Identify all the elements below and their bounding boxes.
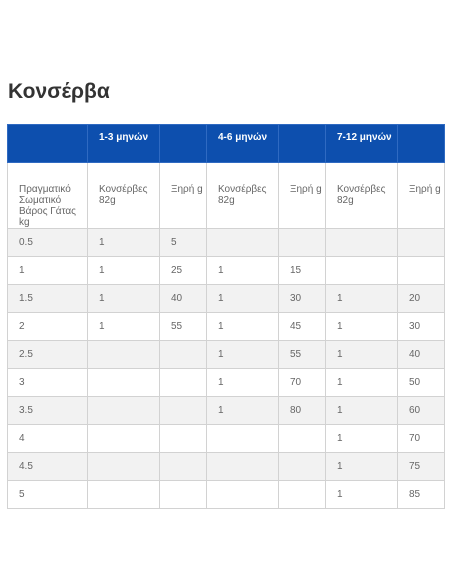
cans-4-6-cell [206,424,279,453]
cans-4-6-cell [206,480,279,509]
cans-7-12-cell: 1 [325,312,398,341]
column-label-cans: Κονσέρβες 82g [87,162,160,229]
dry-1-3-cell: 25 [159,256,207,285]
cans-7-12-cell [325,228,398,257]
cans-4-6-cell: 1 [206,396,279,425]
cans-1-3-cell [87,368,160,397]
dry-4-6-cell: 55 [278,340,326,369]
cans-1-3-cell: 1 [87,312,160,341]
cans-7-12-cell [325,256,398,285]
cans-4-6-cell: 1 [206,284,279,313]
cans-4-6-cell [206,228,279,257]
dry-7-12-cell [397,256,445,285]
cans-7-12-cell: 1 [325,340,398,369]
cans-4-6-cell [206,452,279,481]
header-cell-age-1-3: 1-3 μηνών [87,124,160,163]
table-row: 4.5 1 75 [7,452,445,481]
dry-7-12-cell: 85 [397,480,445,509]
dry-1-3-cell [159,480,207,509]
dry-4-6-cell: 45 [278,312,326,341]
weight-cell: 0.5 [7,228,88,257]
dry-7-12-cell: 60 [397,396,445,425]
cans-1-3-cell: 1 [87,228,160,257]
dry-1-3-cell [159,396,207,425]
cans-1-3-cell [87,396,160,425]
cans-4-6-cell: 1 [206,368,279,397]
header-cell-age-4-6: 4-6 μηνών [206,124,279,163]
cans-7-12-cell: 1 [325,368,398,397]
table-row: 4 1 70 [7,424,445,453]
weight-cell: 3.5 [7,396,88,425]
weight-cell: 2 [7,312,88,341]
cans-1-3-cell [87,424,160,453]
dry-1-3-cell [159,368,207,397]
cans-4-6-cell: 1 [206,340,279,369]
cans-7-12-cell: 1 [325,480,398,509]
dry-1-3-cell [159,340,207,369]
table-row: 3.5 1 80 1 60 [7,396,445,425]
dry-4-6-cell [278,452,326,481]
dry-4-6-cell [278,228,326,257]
feeding-table: 1-3 μηνών 4-6 μηνών 7-12 μηνών Πραγματικ… [7,124,445,509]
cans-4-6-cell: 1 [206,256,279,285]
weight-cell: 5 [7,480,88,509]
weight-cell: 4.5 [7,452,88,481]
dry-7-12-cell [397,228,445,257]
table-row: 2.5 1 55 1 40 [7,340,445,369]
table-row: 1 1 25 1 15 [7,256,445,285]
dry-1-3-cell: 55 [159,312,207,341]
table-row: 2 1 55 1 45 1 30 [7,312,445,341]
cans-4-6-cell: 1 [206,312,279,341]
header-cell-blank [397,124,445,163]
weight-cell: 1.5 [7,284,88,313]
weight-cell: 3 [7,368,88,397]
cans-7-12-cell: 1 [325,452,398,481]
dry-7-12-cell: 70 [397,424,445,453]
dry-7-12-cell: 30 [397,312,445,341]
column-label-dry: Ξηρή g [159,162,207,229]
dry-4-6-cell: 30 [278,284,326,313]
column-label-row: Πραγματικό Σωματικό Βάρος Γάτας kg Κονσέ… [7,162,445,229]
age-group-header-row: 1-3 μηνών 4-6 μηνών 7-12 μηνών [7,124,445,163]
header-cell-blank [278,124,326,163]
column-label-cans: Κονσέρβες 82g [206,162,279,229]
dry-4-6-cell: 80 [278,396,326,425]
dry-1-3-cell: 5 [159,228,207,257]
dry-1-3-cell: 40 [159,284,207,313]
dry-1-3-cell [159,424,207,453]
table-row: 3 1 70 1 50 [7,368,445,397]
dry-7-12-cell: 50 [397,368,445,397]
dry-7-12-cell: 75 [397,452,445,481]
dry-4-6-cell [278,424,326,453]
weight-cell: 1 [7,256,88,285]
header-cell-weight [7,124,88,163]
dry-4-6-cell: 15 [278,256,326,285]
dry-7-12-cell: 40 [397,340,445,369]
cans-7-12-cell: 1 [325,284,398,313]
cans-7-12-cell: 1 [325,424,398,453]
dry-4-6-cell [278,480,326,509]
dry-4-6-cell: 70 [278,368,326,397]
dry-7-12-cell: 20 [397,284,445,313]
header-cell-blank [159,124,207,163]
cans-1-3-cell [87,452,160,481]
dry-1-3-cell [159,452,207,481]
cans-1-3-cell: 1 [87,284,160,313]
table-row: 0.5 1 5 [7,228,445,257]
column-label-weight: Πραγματικό Σωματικό Βάρος Γάτας kg [7,162,88,229]
page-title: Κονσέρβα [8,80,110,103]
column-label-cans: Κονσέρβες 82g [325,162,398,229]
weight-cell: 4 [7,424,88,453]
cans-7-12-cell: 1 [325,396,398,425]
cans-1-3-cell [87,340,160,369]
table-row: 5 1 85 [7,480,445,509]
header-cell-age-7-12: 7-12 μηνών [325,124,398,163]
cans-1-3-cell [87,480,160,509]
column-label-dry: Ξηρή g [278,162,326,229]
cans-1-3-cell: 1 [87,256,160,285]
weight-cell: 2.5 [7,340,88,369]
table-row: 1.5 1 40 1 30 1 20 [7,284,445,313]
column-label-dry: Ξηρή g [397,162,445,229]
